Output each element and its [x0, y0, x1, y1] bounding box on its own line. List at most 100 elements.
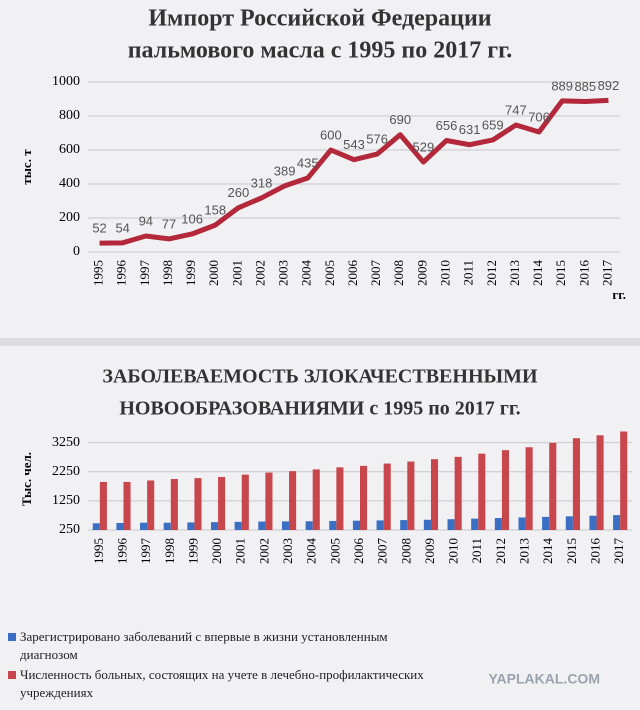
- x-tick-label: 2006: [351, 538, 366, 565]
- x-tick-label: 2005: [327, 538, 342, 564]
- x-tick-label: 2007: [375, 538, 390, 565]
- x-tick-label: 1999: [185, 538, 200, 564]
- data-label: 690: [389, 112, 411, 127]
- x-tick-label: 1998: [160, 260, 175, 286]
- panel: [0, 0, 640, 338]
- x-tick-label: 2016: [576, 260, 591, 287]
- bar: [163, 522, 171, 530]
- y-tick-label: 1250: [52, 493, 80, 508]
- legend-entry: Численность больных, состоящих на учете …: [8, 666, 438, 702]
- chart-title: ЗАБОЛЕВАЕМОСТЬ ЗЛОКАЧЕСТВЕННЫМИ: [102, 366, 538, 388]
- y-tick-label: 1000: [52, 74, 80, 89]
- x-tick-label: 2012: [493, 538, 508, 564]
- data-line: [99, 97, 609, 246]
- y-tick-label: 250: [59, 522, 80, 537]
- data-label: 892: [598, 78, 620, 93]
- x-tick-label: 2009: [414, 260, 429, 286]
- data-label: 260: [227, 185, 249, 200]
- legend-swatch: [8, 671, 16, 679]
- y-tick-label: 200: [59, 210, 80, 225]
- bar: [289, 471, 297, 530]
- bar: [525, 447, 533, 530]
- bar: [494, 518, 502, 530]
- bar: [329, 520, 337, 530]
- data-label: 889: [551, 78, 573, 93]
- bar: [447, 519, 455, 530]
- x-unit: гг.: [612, 287, 626, 302]
- x-tick-label: 2009: [422, 538, 437, 564]
- x-tick-label: 2010: [446, 538, 461, 564]
- data-label: 158: [204, 203, 226, 218]
- bar: [234, 521, 242, 530]
- legend-label: Численность больных, состоящих на учете …: [20, 667, 424, 700]
- x-tick-label: 1995: [91, 260, 106, 286]
- bar: [147, 480, 155, 530]
- legend-entry: Зарегистрировано заболеваний с впервые в…: [8, 628, 438, 664]
- bar: [383, 463, 391, 530]
- data-label: 706: [528, 109, 550, 124]
- y-tick-label: 2250: [52, 464, 80, 479]
- bar: [542, 516, 550, 530]
- y-axis-label: Тыс. чел.: [19, 452, 34, 506]
- bar: [194, 478, 202, 530]
- bar: [336, 467, 344, 530]
- data-label: 659: [482, 117, 504, 132]
- data-label: 106: [181, 211, 203, 226]
- x-tick-label: 2004: [304, 538, 319, 565]
- y-tick-label: 600: [59, 142, 80, 157]
- bar: [613, 515, 621, 530]
- bar: [471, 518, 479, 530]
- x-tick-label: 1996: [114, 260, 129, 287]
- bar: [140, 522, 148, 530]
- bar: [187, 522, 195, 530]
- bar: [501, 450, 510, 530]
- bar: [265, 472, 273, 530]
- data-label: 77: [162, 216, 176, 231]
- x-tick-label: 2014: [530, 260, 545, 287]
- bar: [376, 520, 384, 530]
- x-tick-label: 2008: [391, 260, 406, 286]
- x-tick-label: 2017: [611, 538, 626, 565]
- y-tick-label: 3250: [52, 435, 80, 450]
- chart-title: пальмового масла с 1995 по 2017 гг.: [128, 38, 513, 64]
- x-tick-label: 2002: [256, 538, 271, 564]
- bar: [218, 476, 226, 530]
- bar: [565, 516, 573, 530]
- bar: [430, 459, 439, 530]
- data-label: 52: [92, 221, 106, 236]
- y-tick-label: 400: [59, 176, 80, 191]
- bar: [518, 517, 526, 530]
- data-label: 600: [320, 127, 342, 142]
- x-tick-label: 2007: [368, 260, 383, 287]
- data-label: 885: [574, 79, 596, 94]
- x-tick-label: 1997: [137, 260, 152, 287]
- x-tick-label: 1997: [138, 538, 153, 565]
- bar: [352, 520, 360, 530]
- x-tick-label: 2017: [599, 260, 614, 287]
- chart-title: НОВООБРАЗОВАНИЯМИ с 1995 по 2017 гг.: [119, 398, 520, 420]
- bar: [407, 461, 415, 530]
- x-tick-label: 2008: [398, 538, 413, 564]
- x-tick-label: 1999: [183, 260, 198, 286]
- x-tick-label: 2011: [469, 538, 484, 564]
- data-label: 529: [413, 140, 435, 155]
- y-tick-label: 800: [59, 108, 80, 123]
- bar: [92, 523, 100, 530]
- x-tick-label: 2003: [280, 538, 295, 564]
- x-tick-label: 1996: [114, 538, 129, 565]
- bar: [305, 521, 313, 530]
- legend: Зарегистрировано заболеваний с впервые в…: [8, 628, 438, 704]
- x-tick-label: 1998: [162, 538, 177, 564]
- x-tick-label: 1995: [91, 538, 106, 564]
- x-tick-label: 2011: [461, 260, 476, 286]
- bar: [258, 521, 266, 530]
- bar: [596, 435, 604, 530]
- x-tick-label: 2016: [588, 538, 603, 565]
- data-label: 435: [297, 155, 319, 170]
- x-tick-label: 2001: [233, 538, 248, 564]
- x-tick-label: 2015: [553, 260, 568, 286]
- bar: [549, 442, 557, 530]
- data-label: 94: [139, 213, 153, 228]
